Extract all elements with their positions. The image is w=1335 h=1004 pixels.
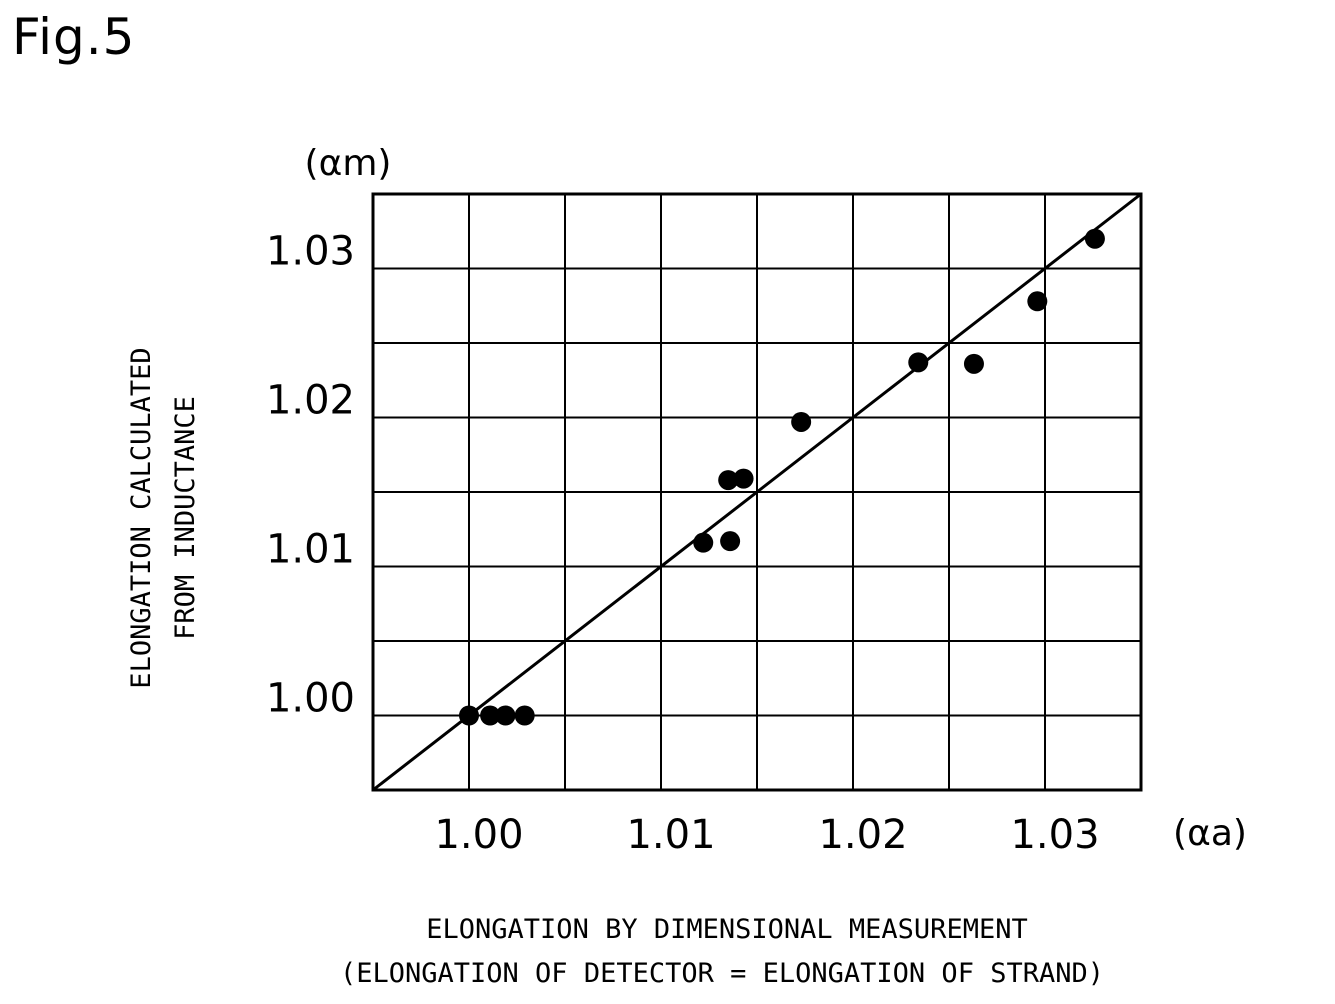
y-tick-label: 1.01	[266, 527, 355, 573]
y-axis-title: ELONGATION CALCULATED FROM INDUCTANCE	[126, 347, 201, 688]
data-points	[459, 229, 1105, 726]
data-point	[693, 533, 713, 553]
y-unit-label: (αm)	[305, 143, 392, 184]
x-tick-label: 1.02	[818, 812, 907, 858]
data-point	[1085, 229, 1105, 249]
data-point	[515, 706, 535, 726]
data-point	[720, 531, 740, 551]
data-point	[495, 706, 515, 726]
x-tick-label: 1.03	[1010, 812, 1099, 858]
x-axis-title-line-2: (ELONGATION OF DETECTOR = ELONGATION OF …	[340, 958, 1104, 989]
x-axis-title-line-1: ELONGATION BY DIMENSIONAL MEASUREMENT	[426, 914, 1027, 945]
x-tick-label: 1.01	[626, 812, 715, 858]
y-tick-label: 1.03	[266, 229, 355, 275]
y-axis-title-line-1: ELONGATION CALCULATED	[126, 347, 157, 688]
data-point	[791, 412, 811, 432]
y-axis-title-line-2: FROM INDUCTANCE	[170, 396, 201, 640]
data-point	[734, 469, 754, 489]
data-point	[908, 352, 928, 372]
x-unit-label: (αa)	[1173, 813, 1247, 854]
x-tick-labels: 1.00 1.01 1.02 1.03	[434, 812, 1099, 858]
data-point	[964, 354, 984, 374]
y-tick-label: 1.02	[266, 378, 355, 424]
x-tick-label: 1.00	[434, 812, 523, 858]
y-tick-labels: 1.00 1.01 1.02 1.03	[266, 229, 355, 722]
data-point	[1027, 291, 1047, 311]
y-tick-label: 1.00	[266, 676, 355, 722]
data-point	[459, 706, 479, 726]
x-axis-title: ELONGATION BY DIMENSIONAL MEASUREMENT (E…	[340, 914, 1104, 989]
